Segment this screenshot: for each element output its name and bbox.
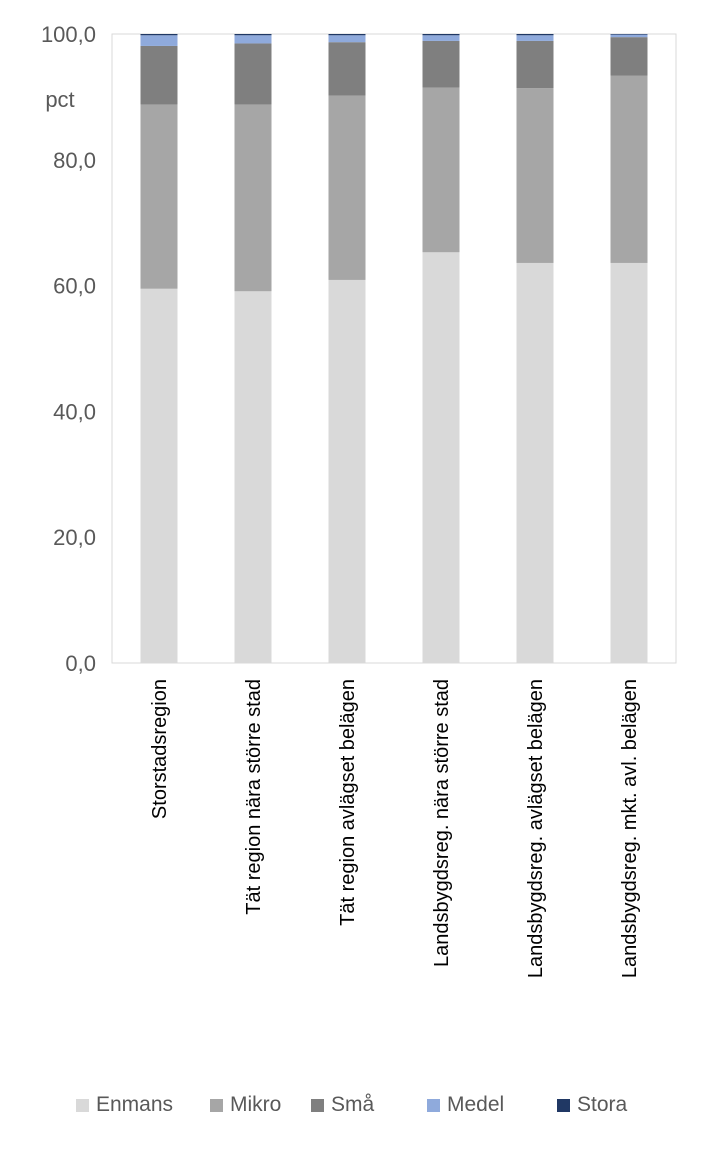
x-category-label: Landsbygdsreg. nära större stad (431, 679, 453, 967)
bar-segment-små (328, 42, 366, 96)
y-tick-label: 100,0 (41, 22, 96, 47)
bar-segment-medel (610, 34, 648, 38)
bar-segment-mikro (234, 104, 272, 292)
legend-item: Stora (557, 1093, 628, 1116)
y-tick-label: 20,0 (53, 525, 96, 550)
bar-segment-mikro (516, 88, 554, 263)
bar-segment-medel (234, 35, 272, 44)
legend-label: Medel (447, 1093, 504, 1116)
bar-segment-mikro (422, 87, 460, 253)
y-unit-label: pct (45, 87, 74, 112)
bar-segment-enmans (422, 252, 460, 663)
bar-segment-medel (328, 35, 366, 43)
bar-stack (610, 34, 648, 663)
x-category-label: Landsbygdsreg. avlägset belägen (525, 679, 547, 978)
bar-stack (234, 34, 272, 663)
legend-swatch (311, 1099, 324, 1112)
x-category-label: Tät region avlägset belägen (337, 679, 359, 926)
y-tick-label: 40,0 (53, 399, 96, 424)
bar-segment-medel (516, 35, 554, 41)
bar-segment-stora (140, 34, 178, 36)
bar-segment-stora (516, 34, 554, 36)
legend-item: Mikro (210, 1093, 281, 1116)
bar-stack (328, 34, 366, 663)
legend-swatch (557, 1099, 570, 1112)
bar-segment-små (140, 45, 178, 105)
x-category-label: Storstadsregion (149, 679, 171, 819)
plot-area-border (111, 33, 677, 664)
legend-swatch (76, 1099, 89, 1112)
bar-segment-enmans (610, 262, 648, 663)
legend-label: Enmans (96, 1093, 173, 1116)
x-category-label: Landsbygdsreg. mkt. avl. belägen (619, 679, 641, 978)
bar-stack (516, 34, 554, 663)
legend-swatch (210, 1099, 223, 1112)
bar-stack (140, 34, 178, 663)
y-tick-label: 80,0 (53, 148, 96, 173)
bar-segment-enmans (328, 279, 366, 663)
bar-segment-mikro (610, 75, 648, 263)
bar-segment-enmans (234, 291, 272, 663)
bar-segment-stora (234, 34, 272, 36)
bar-segment-stora (422, 34, 460, 36)
bar-stack (422, 34, 460, 663)
legend-item: Medel (427, 1093, 504, 1116)
y-tick-label: 60,0 (53, 274, 96, 299)
bar-segment-små (234, 43, 272, 105)
legend-label: Stora (577, 1093, 628, 1116)
legend-item: Små (311, 1093, 375, 1116)
x-category-label: Tät region nära större stad (243, 679, 265, 915)
bar-segment-mikro (328, 95, 366, 280)
legend-label: Mikro (230, 1093, 281, 1116)
bar-segment-små (422, 40, 460, 88)
legend-swatch (427, 1099, 440, 1112)
bar-segment-små (610, 37, 648, 76)
legend-label: Små (331, 1093, 375, 1116)
y-tick-label: 0,0 (65, 651, 96, 676)
bar-segment-mikro (140, 104, 178, 289)
bar-segment-små (516, 40, 554, 89)
bar-segment-medel (140, 35, 178, 46)
bar-segment-medel (422, 35, 460, 41)
bar-segment-stora (610, 34, 648, 35)
bar-segment-enmans (140, 288, 178, 663)
bar-segment-enmans (516, 262, 554, 663)
bar-segment-stora (328, 34, 366, 36)
legend-item: Enmans (76, 1093, 173, 1116)
